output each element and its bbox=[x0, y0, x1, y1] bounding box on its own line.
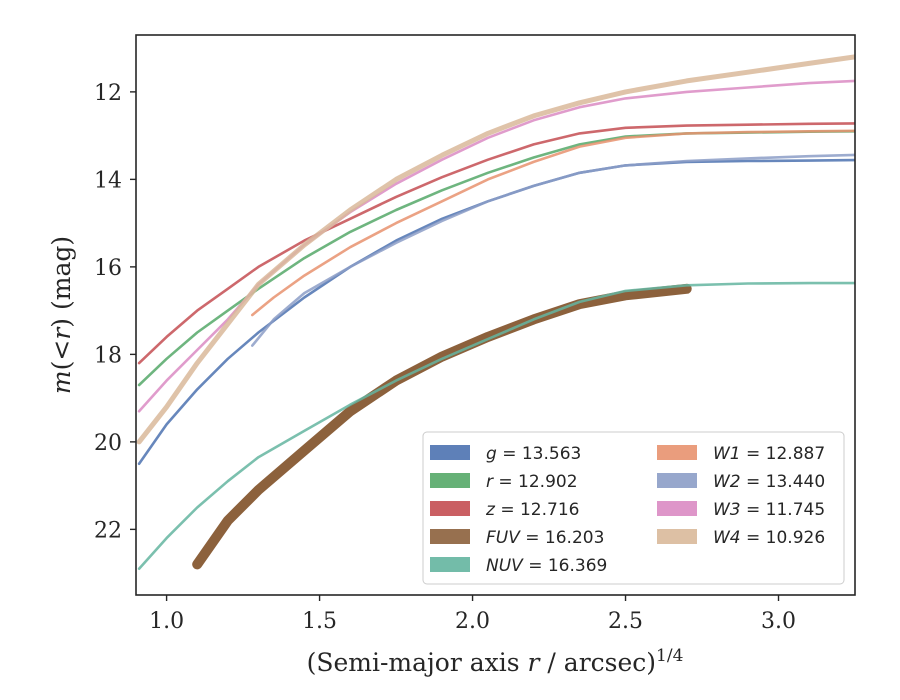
legend-label: g = 13.563 bbox=[486, 444, 581, 464]
series-line-w2 bbox=[251, 153, 855, 347]
legend: g = 13.563 r = 12.902 z = 12.716 FUV = 16.2… bbox=[422, 431, 845, 585]
series-line-w4 bbox=[136, 54, 855, 445]
legend-swatch bbox=[657, 501, 697, 516]
x-axis-ticks: 1.0 1.5 2.0 2.5 3.0 bbox=[149, 595, 796, 634]
legend-swatch bbox=[430, 529, 470, 544]
series-line-w1 bbox=[251, 129, 855, 317]
legend-swatch bbox=[430, 473, 470, 488]
series-line-nuv bbox=[137, 281, 855, 571]
legend-label: z = 12.716 bbox=[485, 500, 579, 520]
y-tick-label: 20 bbox=[94, 431, 122, 456]
x-tick-label: 2.5 bbox=[608, 609, 643, 634]
x-axis-label: (Semi-major axis r / arcsec)1/4 bbox=[307, 646, 684, 677]
y-tick-label: 22 bbox=[94, 518, 122, 543]
legend-swatch bbox=[430, 557, 470, 572]
y-tick-label: 14 bbox=[94, 168, 122, 193]
x-tick-label: 1.0 bbox=[149, 609, 184, 634]
legend-swatch bbox=[657, 529, 697, 544]
series-line-z bbox=[137, 122, 855, 365]
legend-label: NUV = 16.369 bbox=[486, 556, 607, 576]
legend-swatch bbox=[657, 473, 697, 488]
y-tick-label: 12 bbox=[94, 81, 122, 106]
legend-swatch bbox=[430, 445, 470, 460]
legend-label: W4 = 10.926 bbox=[713, 528, 825, 548]
series-lines bbox=[136, 54, 855, 571]
legend-label: r = 12.902 bbox=[486, 472, 578, 492]
legend-swatch bbox=[430, 501, 470, 516]
series-line-g bbox=[137, 158, 855, 466]
x-tick-label: 1.5 bbox=[302, 609, 337, 634]
y-tick-label: 18 bbox=[94, 343, 122, 368]
x-tick-label: 3.0 bbox=[761, 609, 796, 634]
x-tick-label: 2.0 bbox=[455, 609, 490, 634]
series-line-w3 bbox=[137, 79, 855, 413]
legend-label: W1 = 12.887 bbox=[713, 444, 825, 464]
y-tick-label: 16 bbox=[94, 256, 122, 281]
plot-frame bbox=[135, 34, 856, 596]
y-axis-label: m(<r) (mag) bbox=[47, 236, 76, 394]
legend-label: W2 = 13.440 bbox=[713, 472, 825, 492]
legend-label: W3 = 11.745 bbox=[713, 500, 825, 520]
y-axis-ticks: 12 14 16 18 20 22 bbox=[94, 81, 136, 543]
legend-swatch bbox=[657, 445, 697, 460]
legend-label: FUV = 16.203 bbox=[486, 528, 604, 548]
